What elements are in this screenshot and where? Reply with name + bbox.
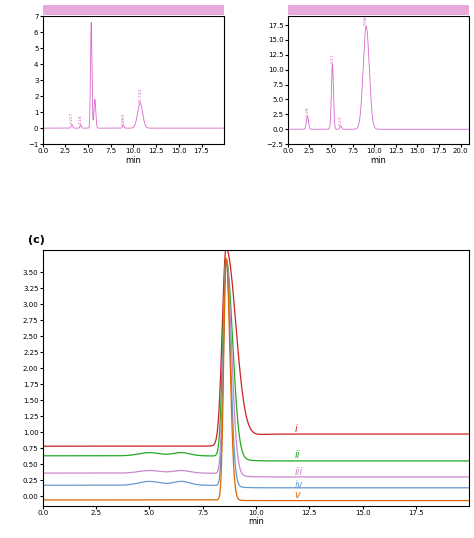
- Text: 8.883: 8.883: [121, 112, 125, 125]
- Text: 4.18: 4.18: [79, 115, 82, 124]
- Text: 10.734: 10.734: [138, 87, 142, 103]
- Bar: [43, 5, 224, 15]
- Text: iii: iii: [294, 468, 302, 477]
- Text: 5.17: 5.17: [330, 53, 335, 62]
- Text: (a): (a): [45, 5, 60, 15]
- X-axis label: min: min: [371, 155, 386, 165]
- Text: ii: ii: [294, 450, 300, 459]
- Bar: [288, 5, 469, 15]
- Text: v: v: [294, 491, 300, 500]
- Text: (c): (c): [27, 235, 45, 245]
- Text: i: i: [294, 424, 297, 434]
- X-axis label: min: min: [248, 517, 264, 526]
- Text: 3.227: 3.227: [70, 112, 74, 124]
- Text: 9.08: 9.08: [364, 16, 368, 25]
- X-axis label: min: min: [126, 155, 141, 165]
- Text: 6.13: 6.13: [339, 116, 343, 125]
- Text: (b): (b): [290, 5, 306, 15]
- Text: iv: iv: [294, 479, 303, 490]
- Text: 2.28: 2.28: [305, 106, 310, 116]
